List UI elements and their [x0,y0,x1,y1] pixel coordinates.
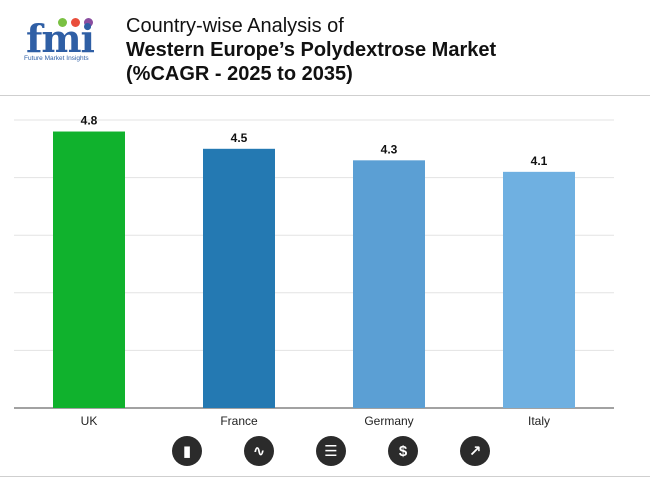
title-line-1: Country-wise Analysis of [126,15,344,37]
logo-subtitle: Future Market Insights [24,55,89,62]
data-label-france: 4.5 [231,131,248,145]
bar-chart-icon[interactable]: ▮ [172,436,202,466]
bar-france[interactable] [203,148,275,409]
bar-germany[interactable] [353,160,425,408]
header-divider [0,95,650,96]
x-tick-label-germany: Germany [364,414,413,428]
data-label-uk: 4.8 [81,114,98,128]
title-line-3: (%CAGR - 2025 to 2035) [126,63,353,85]
x-tick-label-uk: UK [81,414,98,428]
footer-divider [0,476,650,477]
logo-mark: fmi [26,16,95,61]
trend-icon[interactable]: ∿ [244,436,274,466]
bar-chart: 4.8 UK 4.5 France 4.3 Germany 4.1 Italy [14,114,614,428]
chart-title: Country-wise Analysis of Western Europe’… [126,14,496,86]
fmi-logo: fmi Future Market Insights [22,12,106,72]
x-tick-label-italy: Italy [528,414,550,428]
line-chart-icon[interactable]: ↗ [460,436,490,466]
data-label-germany: 4.3 [381,142,398,156]
icon-row: ▮ ∿ ☰ $ ↗ [0,436,650,470]
data-label-italy: 4.1 [531,154,548,168]
title-line-2: Western Europe’s Polydextrose Market [126,39,497,61]
header: fmi Future Market Insights Country-wise … [0,0,650,96]
x-tick-label-france: France [220,414,258,428]
bar-uk[interactable] [53,131,125,408]
bar-italy[interactable] [503,171,575,408]
logo-dots [58,14,97,32]
report-icon[interactable]: ☰ [316,436,346,466]
dollar-icon[interactable]: $ [388,436,418,466]
